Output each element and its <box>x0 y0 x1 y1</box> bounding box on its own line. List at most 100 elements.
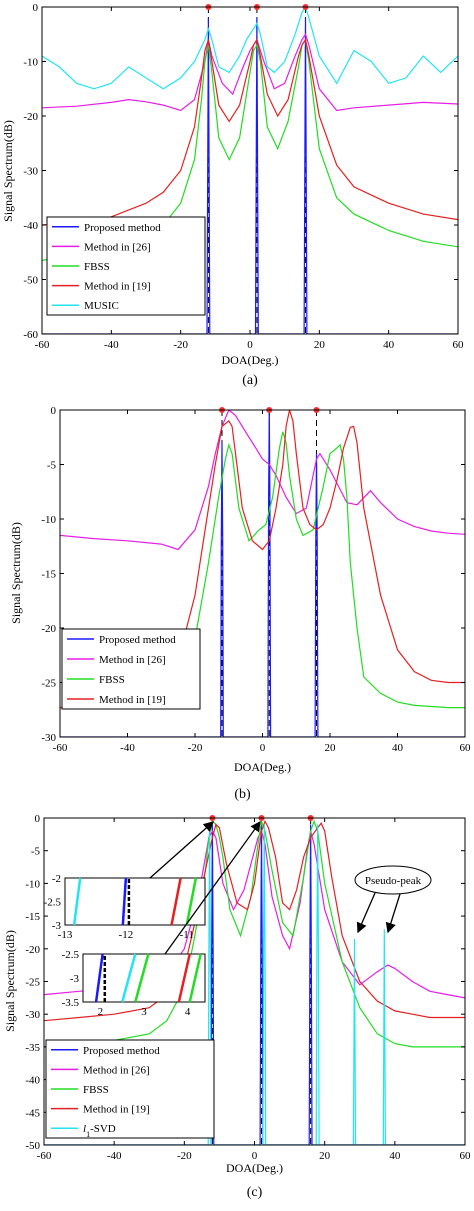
series-line-fbss <box>42 38 458 261</box>
inset-x-tick-label: 3 <box>141 1006 147 1018</box>
x-axis-label: DOA(Deg.) <box>226 1161 283 1175</box>
legend-box <box>61 628 201 710</box>
legend-label: FBSS <box>84 261 110 273</box>
x-tick-label: 40 <box>389 1150 401 1162</box>
inset-series-segment <box>134 953 150 1003</box>
x-tick-label: -60 <box>53 742 68 754</box>
inset-x-tick-label: -11 <box>180 929 194 941</box>
y-axis-label: Signal Spectrum(dB) <box>9 522 23 624</box>
inset-frame <box>64 877 206 926</box>
x-tick-label: -20 <box>177 1150 192 1162</box>
y-tick-label: -25 <box>41 678 56 690</box>
inset-series-segment <box>121 953 137 1003</box>
y-tick-label: -20 <box>25 944 40 956</box>
inset-series-segment <box>94 953 104 1003</box>
x-tick-label: -60 <box>37 1150 52 1162</box>
legend-label: Method in [19] <box>99 694 166 706</box>
inset-y-tick-label: -2.5 <box>44 897 62 909</box>
x-tick-label: -40 <box>120 742 135 754</box>
y-tick-label: -50 <box>23 275 38 287</box>
inset-y-tick-label: -2.5 <box>62 949 80 961</box>
x-tick-label: 0 <box>247 339 253 351</box>
legend-label: Method in [19] <box>84 281 151 293</box>
y-tick-label: -15 <box>41 569 56 581</box>
x-tick-label: 20 <box>319 1150 331 1162</box>
series-line-method-in-19 <box>42 38 458 226</box>
y-tick-label: -30 <box>23 166 38 178</box>
legend: Proposed method Method in [26] FBSS Method … <box>46 216 206 316</box>
legend: Proposed method Method in [26] FBSS Method … <box>45 1039 215 1139</box>
legend: Proposed method Method in [26] FBSS Method … <box>61 628 201 710</box>
inset-series-segment <box>170 877 182 926</box>
panel-caption: (c) <box>247 1185 263 1200</box>
series-line-fbss <box>44 819 465 1048</box>
series-line-l1-svd <box>44 824 465 1145</box>
inset-y-tick-label: -3.5 <box>62 997 80 1009</box>
legend-label: l1-SVD <box>83 1123 116 1139</box>
inset-series-segment <box>121 877 128 926</box>
x-tick-label: 40 <box>392 742 404 754</box>
y-tick-label: -40 <box>25 1075 40 1087</box>
inset-series-segment <box>185 877 198 926</box>
inset-series-segment <box>72 877 82 926</box>
inset-x-tick-label: -12 <box>119 929 134 941</box>
x-tick-label: 0 <box>260 742 266 754</box>
y-axis-label: Signal Spectrum(dB) <box>3 930 17 1032</box>
inset-y-tick-label: -3 <box>52 920 62 932</box>
y-tick-label: -35 <box>25 1042 40 1054</box>
legend-label: Method in [26] <box>84 241 151 253</box>
inset-x-tick-label: -13 <box>58 929 73 941</box>
x-tick-label: 40 <box>383 339 395 351</box>
zoom-inset: -13 -12 -11 -2 -2.5 -3 <box>44 873 206 941</box>
chart-panel-c: -60 -40 -20 0 20 40 60 0 -5 -10 -15 -20 -25 -30 -35 -40… <box>3 813 471 1200</box>
y-tick-label: -20 <box>41 623 56 635</box>
inset-x-tick-label: 4 <box>185 1006 191 1018</box>
y-tick-label: -40 <box>23 220 38 232</box>
inset-y-tick-label: -2 <box>52 873 61 885</box>
x-tick-label: -60 <box>35 339 50 351</box>
series-line-fbss <box>60 431 465 709</box>
legend-label: MUSIC <box>84 300 119 312</box>
pseudo-peak-arrow <box>356 892 376 934</box>
chart-panel-b: -60 -40 -20 0 20 40 60 0 -5 -10 -15 -20 -25 -30 DOA(De… <box>9 405 471 802</box>
y-tick-label: -10 <box>41 514 56 526</box>
y-tick-label: -10 <box>23 57 38 69</box>
y-tick-label: 0 <box>35 813 41 825</box>
zoom-inset: 2 3 4 -2.5 -3 -3.5 <box>62 949 206 1018</box>
y-tick-label: 0 <box>51 405 57 417</box>
x-tick-label: 60 <box>460 742 472 754</box>
x-axis-label: DOA(Deg.) <box>234 760 291 774</box>
x-tick-label: -20 <box>188 742 203 754</box>
inset-series-segment <box>188 953 202 1003</box>
zoom-arrow <box>164 820 261 955</box>
pseudo-peak-arrow <box>385 893 401 934</box>
y-tick-label: -5 <box>31 846 41 858</box>
y-tick-label: -45 <box>25 1107 40 1119</box>
inset-x-tick-label: 2 <box>98 1006 104 1018</box>
legend-label: Proposed method <box>83 1045 160 1057</box>
legend-label: Proposed method <box>84 222 161 234</box>
legend-label: FBSS <box>99 674 125 686</box>
series-line-method-in-26 <box>42 32 458 112</box>
x-tick-label: -20 <box>173 339 188 351</box>
x-axis-label: DOA(Deg.) <box>222 353 279 367</box>
series-line-method-in-19 <box>60 410 465 709</box>
y-tick-label: -20 <box>23 111 38 123</box>
series-line-proposed-method <box>42 17 458 334</box>
series-line-method-in-26 <box>60 410 465 551</box>
y-tick-label: -30 <box>25 1009 40 1021</box>
chart-panel-a: -60 -40 -20 0 20 40 60 0 -10 -20 -30 -40 -50 -60 DOA(D… <box>1 2 464 388</box>
x-tick-label: 60 <box>460 1150 472 1162</box>
legend-label: Method in [26] <box>83 1064 150 1076</box>
legend-label: FBSS <box>83 1084 109 1096</box>
y-axis-label: Signal Spectrum(dB) <box>1 120 15 222</box>
series-line-music <box>42 7 458 90</box>
y-tick-label: -25 <box>25 977 40 989</box>
panel-caption: (b) <box>234 787 251 802</box>
x-tick-label: 60 <box>453 339 465 351</box>
panel-caption: (a) <box>242 373 258 388</box>
y-tick-label: -30 <box>41 732 56 744</box>
y-tick-label: -5 <box>47 460 57 472</box>
inset-y-tick-label: -3 <box>70 973 80 985</box>
